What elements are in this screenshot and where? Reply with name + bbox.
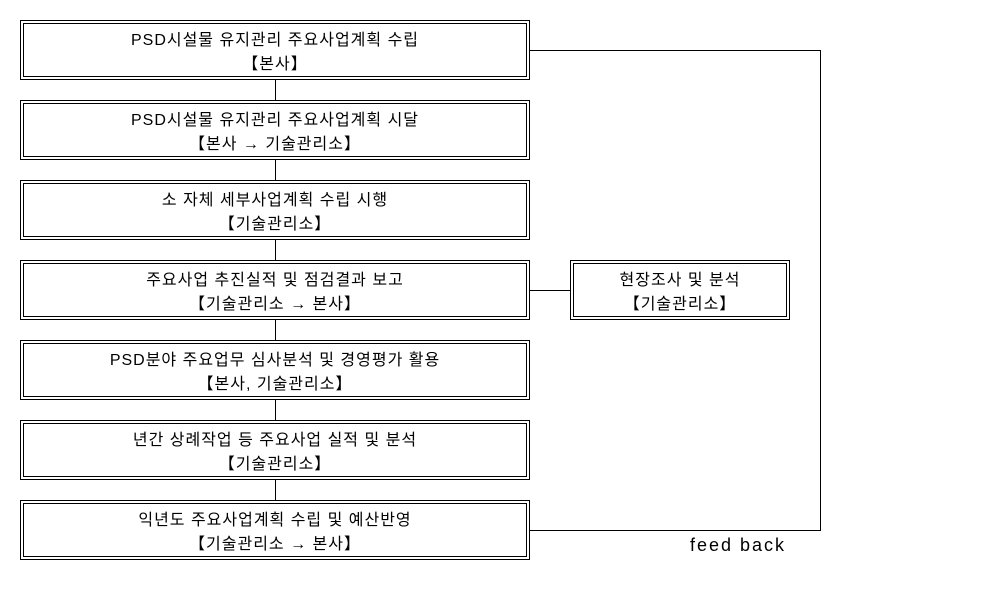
box-title: 익년도 주요사업계획 수립 및 예산반영: [138, 506, 411, 530]
connector-4-5: [275, 400, 276, 420]
flow-box-4: PSD분야 주요업무 심사분석 및 경영평가 활용 【본사, 기술관리소】: [20, 340, 530, 400]
flow-box-6: 익년도 주요사업계획 수립 및 예산반영 【기술관리소 → 본사】: [20, 500, 530, 560]
connector-0-1: [275, 80, 276, 100]
box-title: 년간 상례작업 등 주요사업 실적 및 분석: [133, 426, 417, 450]
connector-2-3: [275, 240, 276, 260]
box-org: 【본사 → 기술관리소】: [189, 130, 361, 154]
box-title: PSD시설물 유지관리 주요사업계획 수립: [131, 26, 419, 50]
box-org: 【기술관리소】: [219, 450, 332, 474]
connector-3-4: [275, 320, 276, 340]
box-org: 【기술관리소】: [219, 210, 332, 234]
connector-1-2: [275, 160, 276, 180]
side-box-title: 현장조사 및 분석: [620, 266, 741, 290]
box-org: 【기술관리소 → 본사】: [189, 290, 361, 314]
box-org: 【본사, 기술관리소】: [198, 370, 353, 394]
feedback-label: feed back: [690, 535, 786, 556]
box-title: PSD시설물 유지관리 주요사업계획 시달: [131, 106, 419, 130]
flow-box-1: PSD시설물 유지관리 주요사업계획 시달 【본사 → 기술관리소】: [20, 100, 530, 160]
box-org: 【본사】: [242, 50, 307, 74]
flow-box-2: 소 자체 세부사업계획 수립 시행 【기술관리소】: [20, 180, 530, 240]
feedback-top-h: [530, 50, 820, 51]
feedback-bottom-h: [530, 530, 821, 531]
connector-to-side: [530, 290, 570, 291]
feedback-vertical: [820, 50, 821, 530]
flow-box-5: 년간 상례작업 등 주요사업 실적 및 분석 【기술관리소】: [20, 420, 530, 480]
box-org: 【기술관리소 → 본사】: [189, 530, 361, 554]
box-title: PSD분야 주요업무 심사분석 및 경영평가 활용: [110, 346, 440, 370]
box-title: 주요사업 추진실적 및 점검결과 보고: [146, 266, 404, 290]
connector-5-6: [275, 480, 276, 500]
side-box-org: 【기술관리소】: [624, 290, 737, 314]
flow-box-3: 주요사업 추진실적 및 점검결과 보고 【기술관리소 → 본사】: [20, 260, 530, 320]
flow-box-0: PSD시설물 유지관리 주요사업계획 수립 【본사】: [20, 20, 530, 80]
box-title: 소 자체 세부사업계획 수립 시행: [162, 186, 388, 210]
side-box: 현장조사 및 분석 【기술관리소】: [570, 260, 790, 320]
